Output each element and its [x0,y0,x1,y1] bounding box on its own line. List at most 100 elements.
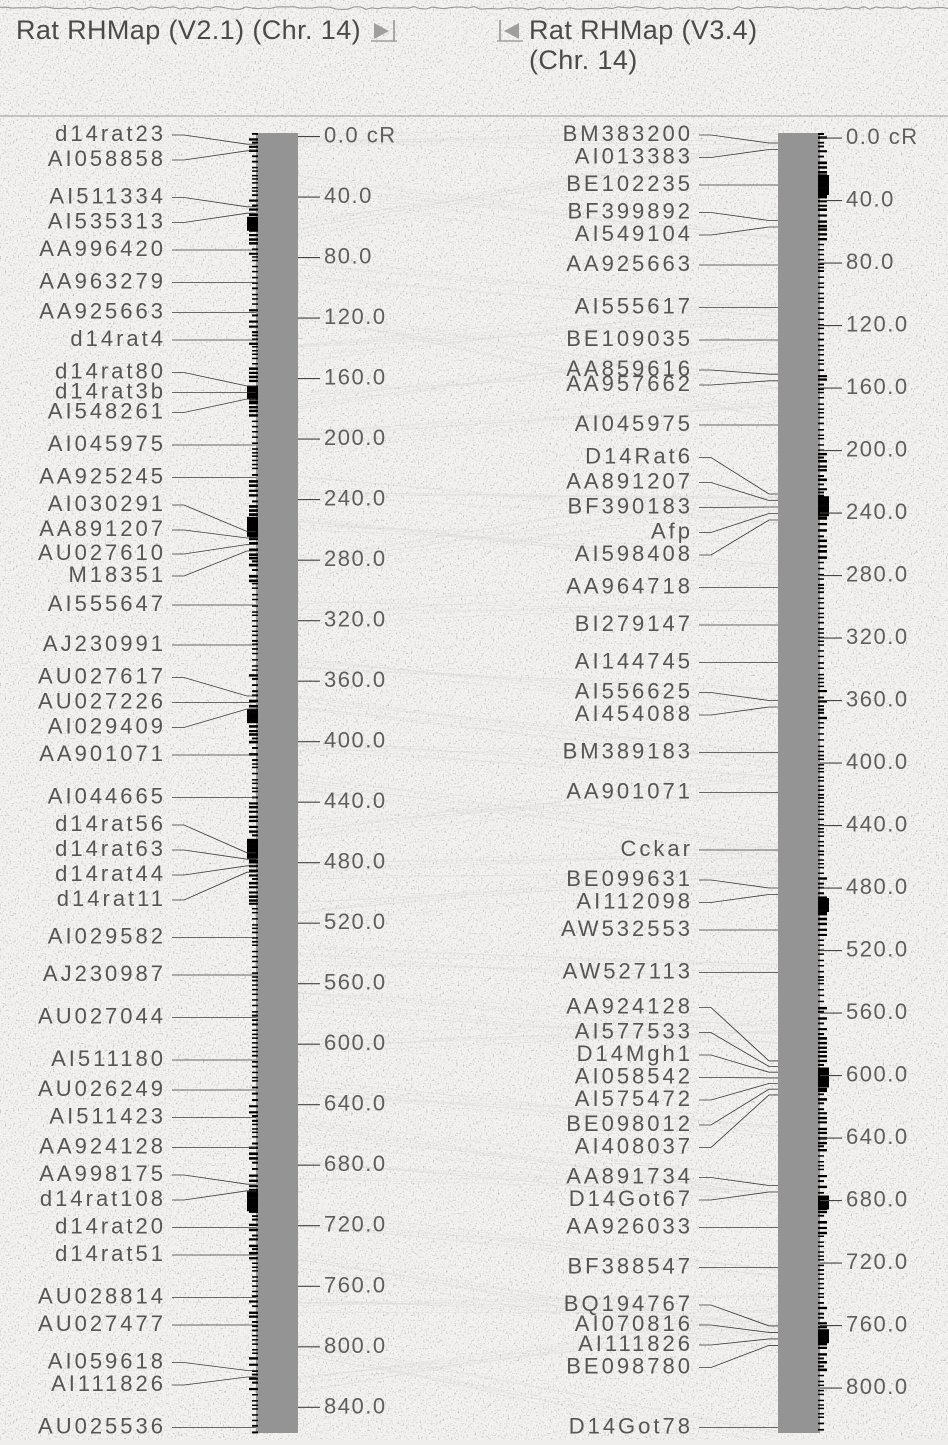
svg-text:AI555647: AI555647 [48,591,166,616]
svg-text:AU027226: AU027226 [38,689,166,714]
svg-text:BI279147: BI279147 [575,611,693,636]
svg-text:240.0: 240.0 [324,486,387,511]
svg-text:0.0 cR: 0.0 cR [846,124,919,149]
svg-text:d14rat11: d14rat11 [57,886,166,911]
svg-text:320.0: 320.0 [324,607,387,632]
svg-text:AU026249: AU026249 [38,1076,166,1101]
svg-text:680.0: 680.0 [846,1187,909,1212]
svg-text:360.0: 360.0 [324,667,387,692]
svg-text:560.0: 560.0 [324,970,387,995]
svg-text:640.0: 640.0 [846,1124,909,1149]
svg-text:AU028814: AU028814 [38,1284,166,1309]
svg-text:AW527113: AW527113 [563,959,693,984]
svg-text:AJ230991: AJ230991 [43,631,166,656]
svg-text:600.0: 600.0 [846,1062,909,1087]
svg-text:120.0: 120.0 [324,304,387,329]
svg-text:d14rat108: d14rat108 [40,1186,166,1211]
svg-text:AI408037: AI408037 [575,1134,693,1159]
svg-text:160.0: 160.0 [846,374,909,399]
svg-text:AA998175: AA998175 [39,1161,166,1186]
svg-text:AA964718: AA964718 [566,574,693,599]
svg-text:800.0: 800.0 [324,1333,387,1358]
svg-text:520.0: 520.0 [846,937,909,962]
svg-text:AW532553: AW532553 [561,916,693,941]
svg-text:40.0: 40.0 [846,187,895,212]
svg-text:0.0 cR: 0.0 cR [324,123,397,148]
svg-text:BE098012: BE098012 [566,1111,693,1136]
svg-text:360.0: 360.0 [846,687,909,712]
svg-text:d14rat51: d14rat51 [55,1241,166,1266]
svg-text:D14Got67: D14Got67 [569,1186,693,1211]
svg-text:AI058858: AI058858 [48,146,166,171]
svg-text:200.0: 200.0 [846,437,909,462]
svg-text:440.0: 440.0 [846,812,909,837]
svg-text:160.0: 160.0 [324,365,387,390]
svg-text:M18351: M18351 [68,562,166,587]
svg-text:d14rat63: d14rat63 [55,836,166,861]
svg-text:AA891207: AA891207 [566,469,693,494]
svg-text:AU027477: AU027477 [38,1311,166,1336]
svg-text:120.0: 120.0 [846,312,909,337]
svg-text:AU025536: AU025536 [38,1414,166,1439]
svg-text:(Chr. 14): (Chr. 14) [529,45,638,75]
svg-text:AI059618: AI059618 [48,1349,166,1374]
svg-text:80.0: 80.0 [324,244,373,269]
svg-text:AI045975: AI045975 [48,431,166,456]
svg-text:AA957662: AA957662 [566,371,693,396]
svg-text:d14rat4: d14rat4 [70,326,166,351]
svg-text:200.0: 200.0 [324,425,387,450]
svg-text:BE102235: BE102235 [566,171,693,196]
svg-text:AA925663: AA925663 [566,251,693,276]
svg-text:AI598408: AI598408 [575,541,693,566]
svg-text:AA925245: AA925245 [39,464,166,489]
svg-text:BE109035: BE109035 [566,326,693,351]
svg-text:720.0: 720.0 [846,1249,909,1274]
svg-text:520.0: 520.0 [324,909,387,934]
svg-text:AI029409: AI029409 [48,714,166,739]
svg-text:AI111826: AI111826 [578,1331,693,1356]
svg-text:AI577533: AI577533 [575,1019,693,1044]
svg-text:320.0: 320.0 [846,624,909,649]
svg-text:AA901071: AA901071 [566,779,693,804]
svg-text:240.0: 240.0 [846,499,909,524]
svg-text:d14rat23: d14rat23 [55,121,166,146]
svg-text:d14rat20: d14rat20 [55,1214,166,1239]
svg-text:760.0: 760.0 [846,1312,909,1337]
svg-text:AI575472: AI575472 [575,1086,693,1111]
svg-text:AI144745: AI144745 [575,649,693,674]
svg-text:840.0: 840.0 [324,1393,387,1418]
svg-text:AA891734: AA891734 [566,1164,693,1189]
svg-text:BF390183: BF390183 [567,494,693,519]
svg-text:720.0: 720.0 [324,1212,387,1237]
svg-text:AJ230987: AJ230987 [43,961,166,986]
svg-text:AI013383: AI013383 [575,144,693,169]
svg-text:AI058542: AI058542 [575,1064,693,1089]
svg-text:AI112098: AI112098 [576,889,693,914]
svg-text:AI549104: AI549104 [575,221,693,246]
svg-text:BM389183: BM389183 [563,739,693,764]
svg-text:AA924128: AA924128 [39,1134,166,1159]
svg-text:AI556625: AI556625 [575,679,693,704]
svg-text:600.0: 600.0 [324,1030,387,1055]
svg-text:AI511334: AI511334 [49,184,166,209]
svg-text:AI548261: AI548261 [48,399,166,424]
svg-text:AU027617: AU027617 [38,664,166,689]
svg-text:80.0: 80.0 [846,249,895,274]
svg-text:AI045975: AI045975 [575,411,693,436]
svg-text:280.0: 280.0 [324,546,387,571]
svg-text:680.0: 680.0 [324,1151,387,1176]
svg-text:BF399892: BF399892 [567,199,693,224]
svg-text:480.0: 480.0 [324,849,387,874]
svg-text:AA891207: AA891207 [39,516,166,541]
svg-text:BM383200: BM383200 [563,121,693,146]
svg-text:D14Mgh1: D14Mgh1 [577,1041,693,1066]
svg-text:AU027044: AU027044 [38,1004,166,1029]
svg-text:400.0: 400.0 [846,749,909,774]
svg-text:AA926033: AA926033 [566,1214,693,1239]
svg-text:BE098780: BE098780 [566,1354,693,1379]
svg-text:Afp: Afp [651,519,693,544]
svg-text:AI029582: AI029582 [48,924,166,949]
svg-text:800.0: 800.0 [846,1374,909,1399]
svg-text:AI535313: AI535313 [48,209,166,234]
svg-text:AA925663: AA925663 [39,299,166,324]
